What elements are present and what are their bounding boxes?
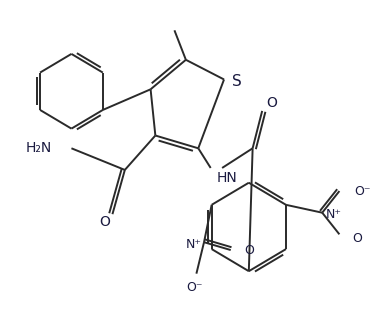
Text: O: O: [353, 232, 363, 245]
Text: H₂N: H₂N: [26, 141, 53, 155]
Text: O: O: [99, 215, 110, 229]
Text: N⁺: N⁺: [326, 208, 342, 221]
Text: S: S: [232, 74, 242, 89]
Text: O⁻: O⁻: [355, 185, 371, 198]
Text: HN: HN: [216, 171, 237, 185]
Text: O: O: [244, 244, 254, 257]
Text: O⁻: O⁻: [186, 281, 203, 294]
Text: N⁺: N⁺: [186, 238, 202, 251]
Text: O: O: [266, 96, 277, 110]
